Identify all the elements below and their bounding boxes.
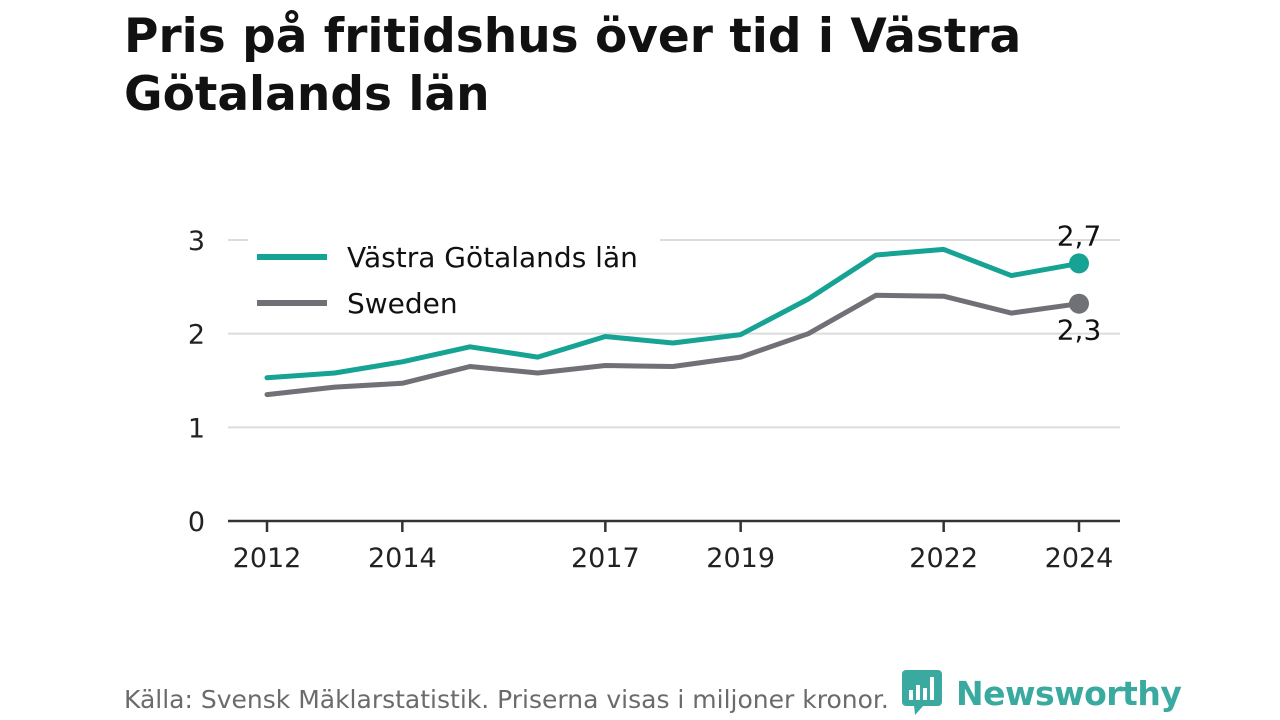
chart-title: Pris på fritidshus över tid i Västra Göt…	[124, 9, 1022, 122]
source-note: Källa: Svensk Mäklarstatistik. Priserna …	[124, 685, 889, 714]
x-tick-label: 2012	[233, 543, 302, 574]
y-tick-label: 1	[188, 413, 205, 444]
series-line	[264, 292, 1082, 398]
y-tick-label: 0	[188, 507, 205, 538]
series-line	[264, 246, 1082, 381]
legend-label: Sweden	[347, 287, 458, 320]
y-tick-label: 3	[188, 226, 205, 257]
x-tick-label: 2022	[909, 543, 978, 574]
series-end-label: 2,3	[1057, 314, 1102, 347]
end-labels: 2,7 2,3	[1057, 219, 1102, 346]
series	[264, 246, 1089, 398]
series-end-label: 2,7	[1057, 219, 1102, 252]
x-tick-label: 2024	[1045, 543, 1114, 574]
brand[interactable]: Newsworthy	[902, 668, 1182, 718]
legend: Västra Götalands län Sweden	[248, 234, 660, 326]
newsworthy-logo-icon	[902, 670, 942, 715]
x-tick-label: 2019	[706, 543, 775, 574]
legend-label: Västra Götalands län	[347, 241, 638, 274]
x-tick-label: 2017	[571, 543, 640, 574]
series-endpoint	[1069, 293, 1089, 314]
axes: 0 1 2 3 2012 2014 2017 2019 2022 2024	[188, 226, 1120, 574]
series-endpoint	[1069, 253, 1089, 274]
brand-name: Newsworthy	[956, 673, 1182, 713]
legend-background	[248, 234, 660, 326]
x-tick-label: 2014	[368, 543, 437, 574]
y-tick-label: 2	[188, 320, 205, 351]
